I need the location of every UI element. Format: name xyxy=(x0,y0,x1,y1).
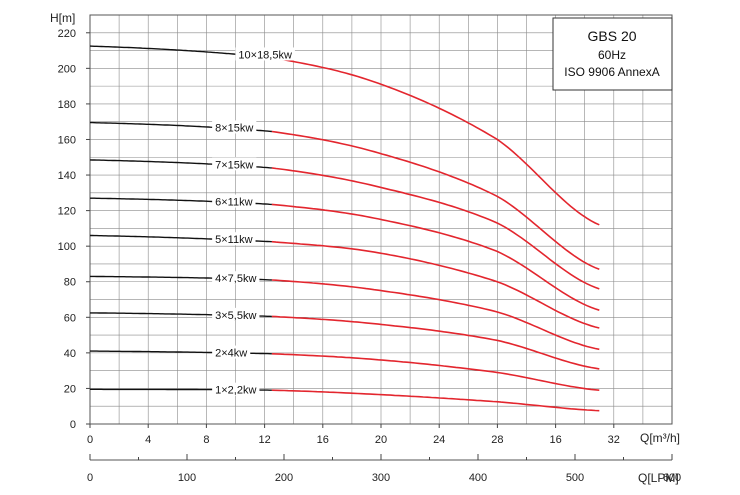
info-box: GBS 20 60Hz ISO 9906 AnnexA xyxy=(552,17,673,91)
curve-label-bg xyxy=(235,47,295,61)
x-tick-label: 16 xyxy=(549,434,561,446)
curve-line-operating xyxy=(271,279,600,351)
x2-tick-label: 100 xyxy=(178,472,196,484)
curve-label-bg xyxy=(212,382,260,396)
curve-label: 7×15kw xyxy=(215,159,253,171)
curve-label: 5×11kw xyxy=(215,234,252,246)
curve-label: 10×18,5kw xyxy=(238,49,292,61)
y-tick-label: 0 xyxy=(70,419,76,431)
curve-label: 1×2,2kw xyxy=(215,385,256,397)
x-tick-label: 20 xyxy=(375,434,387,446)
y-tick-label: 60 xyxy=(64,312,76,324)
info-box-standard: ISO 9906 AnnexA xyxy=(564,65,659,79)
curve-line-operating xyxy=(271,56,600,226)
curve-line-operating xyxy=(271,167,600,290)
curve-line-operating xyxy=(271,240,600,329)
grid-lines xyxy=(90,15,672,424)
x2-axis-label: Q[LPM] xyxy=(638,471,679,485)
info-box-frame xyxy=(552,17,673,91)
curve-label-bg xyxy=(212,120,257,134)
y-tick-label: 100 xyxy=(58,241,76,253)
curve-label-bg xyxy=(212,271,260,285)
curve-labels: 1×2,2kw 2×4kw 3×5,5kw 4×7,5kw 5×11kw 6×11kw 7×… xyxy=(212,47,295,397)
y-axis-label: H[m] xyxy=(50,11,75,25)
x-tick-label: 12 xyxy=(258,434,270,446)
y-tick-label: 20 xyxy=(64,383,76,395)
x-tick-label: 0 xyxy=(87,434,93,446)
y-tick-label: 40 xyxy=(64,348,76,360)
info-box-frequency: 60Hz xyxy=(598,48,626,62)
y-tick-label: 160 xyxy=(58,134,76,146)
info-box-title: GBS 20 xyxy=(587,28,636,44)
x-tick-label: 32 xyxy=(608,434,620,446)
curve-line-operating xyxy=(271,389,600,412)
x-tick-label: 28 xyxy=(491,434,503,446)
curve-label: 3×5,5kw xyxy=(215,310,256,322)
curve-label: 8×15kw xyxy=(215,122,253,134)
curve-label-bg xyxy=(212,157,257,171)
curve-label-bg xyxy=(212,307,260,321)
x-tick-label: 4 xyxy=(145,434,151,446)
curve-line-operating xyxy=(271,130,600,271)
x2-tick-label: 0 xyxy=(87,472,93,484)
x2-tick-label: 200 xyxy=(275,472,293,484)
x2-tick-label: 400 xyxy=(469,472,487,484)
x2-tick-label: 300 xyxy=(372,472,390,484)
curve-label: 2×4kw xyxy=(215,348,247,360)
y-tick-label: 80 xyxy=(64,277,76,289)
y-tick-label: 180 xyxy=(58,99,76,111)
x-tick-label: 24 xyxy=(433,434,445,446)
curve-label-bg xyxy=(212,345,251,359)
y-tick-label: 200 xyxy=(58,63,76,75)
x-tick-label: 16 xyxy=(317,434,329,446)
curve-line-operating xyxy=(271,353,600,391)
x2-tick-label: 600 xyxy=(663,472,681,484)
y-tick-label: 140 xyxy=(58,170,76,182)
curve-line-operating xyxy=(271,203,600,311)
x-tick-label: 8 xyxy=(203,434,209,446)
curve-line-operating xyxy=(271,315,600,370)
curve-label-bg xyxy=(212,194,256,208)
curve-label-bg xyxy=(212,232,256,246)
curve-label: 4×7,5kw xyxy=(215,273,256,285)
y-tick-label: 220 xyxy=(58,28,76,40)
curve-label: 6×11kw xyxy=(215,197,252,209)
x2-tick-label: 500 xyxy=(566,472,584,484)
x-axis-label: Q[m³/h] xyxy=(640,431,680,445)
curve-lines xyxy=(89,45,600,412)
y-tick-label: 120 xyxy=(58,206,76,218)
